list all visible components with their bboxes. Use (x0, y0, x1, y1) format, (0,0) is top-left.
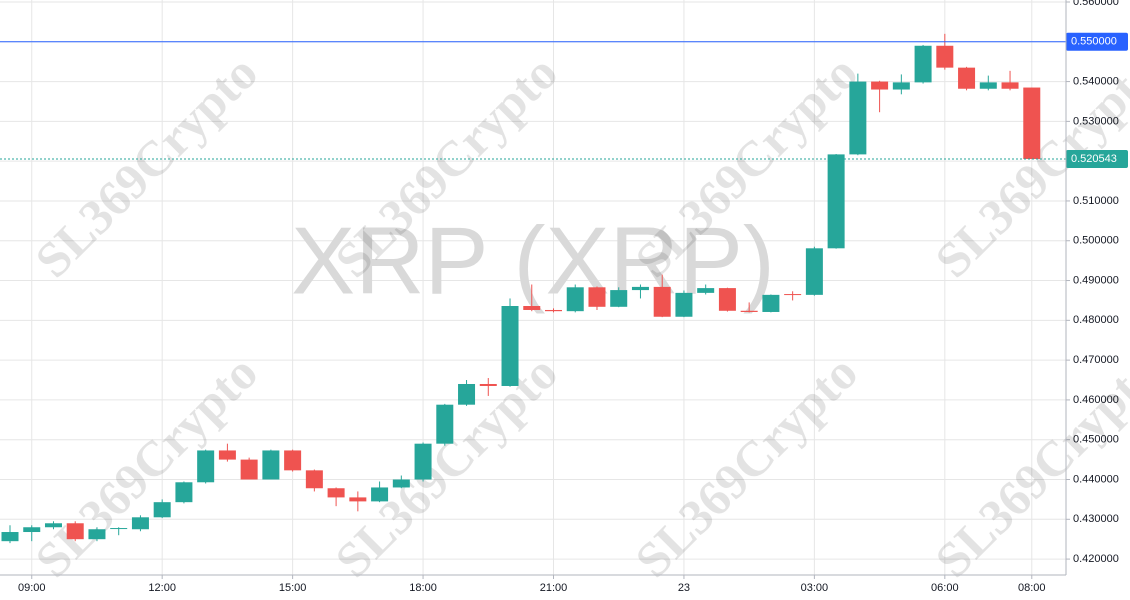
y-tick-label: 0.470000 (1073, 354, 1119, 366)
y-tick-label: 0.510000 (1073, 195, 1119, 207)
candle-body (805, 248, 823, 295)
candle-body (718, 288, 736, 311)
candle-body (566, 287, 584, 312)
candle-body (153, 502, 171, 518)
candle-body (936, 45, 954, 68)
y-tick-label: 0.560000 (1073, 0, 1119, 8)
y-tick-label: 0.480000 (1073, 314, 1119, 326)
candle-body (240, 459, 258, 480)
candle-body (305, 470, 323, 489)
candle-body (762, 294, 780, 312)
candle-body (349, 497, 367, 502)
x-tick-label: 21:00 (540, 582, 568, 594)
candle-body (88, 529, 106, 540)
candle-body (66, 523, 84, 540)
candle-body (458, 383, 476, 405)
y-tick-label: 0.500000 (1073, 235, 1119, 247)
x-tick-label: 08:00 (1018, 582, 1046, 594)
candle-body (175, 482, 193, 503)
candle-body (979, 82, 997, 89)
candle-body (1, 532, 19, 542)
candle-body (740, 310, 758, 312)
candle-body (110, 528, 128, 530)
overlay: 0.550000 0.520543 (0, 32, 1128, 168)
y-tick-label: 0.460000 (1073, 394, 1119, 406)
price-label-box (1066, 149, 1128, 168)
candle-body (697, 288, 715, 293)
x-tick-label: 03:00 (801, 582, 829, 594)
price-label-box (1066, 32, 1128, 51)
candle-body (284, 450, 302, 471)
y-tick-label: 0.490000 (1073, 274, 1119, 286)
candles (1, 33, 1041, 544)
candle-body (892, 82, 910, 90)
candle-body (1023, 87, 1041, 159)
candle-body (1001, 82, 1019, 89)
candle-body (958, 67, 976, 89)
symbol-watermark: XRP (XRP) (291, 207, 775, 314)
candle-body (218, 450, 236, 460)
candle-body (545, 309, 562, 312)
y-tick-label: 0.540000 (1073, 75, 1119, 87)
x-tick-label: 23 (678, 582, 690, 594)
candle-body (784, 294, 802, 296)
x-tick-label: 15:00 (279, 582, 307, 594)
candle-body (675, 292, 693, 317)
candle-body (631, 286, 649, 291)
candle-body (23, 527, 41, 533)
x-tick-label: 06:00 (931, 582, 959, 594)
y-tick-label: 0.430000 (1073, 513, 1119, 525)
candle-body (610, 290, 628, 307)
candle-body (914, 45, 932, 83)
candle-body (414, 443, 432, 480)
candle-body (327, 488, 345, 498)
price-label: 0.550000 (1071, 36, 1117, 48)
candle-body (501, 306, 519, 386)
candle-body (262, 450, 280, 480)
y-tick-label: 0.530000 (1073, 115, 1119, 127)
y-tick-label: 0.420000 (1073, 553, 1119, 565)
x-tick-label: 18:00 (409, 582, 437, 594)
candle-body (392, 479, 410, 488)
x-tick-label: 09:00 (18, 582, 46, 594)
candle-body (653, 286, 671, 317)
price-label: 0.520543 (1071, 153, 1117, 165)
y-tick-label: 0.440000 (1073, 473, 1119, 485)
x-tick-label: 12:00 (148, 582, 176, 594)
candle-body (523, 306, 541, 310)
candle-body (827, 154, 845, 249)
candle-body (479, 383, 497, 386)
candle-body (131, 517, 149, 530)
candle-body (197, 450, 215, 483)
candle-body (871, 81, 889, 90)
candle-body (436, 404, 454, 444)
y-tick-label: 0.450000 (1073, 434, 1119, 446)
candle-body (588, 287, 606, 307)
candle-body (44, 523, 62, 528)
candle-body (849, 81, 867, 155)
candle-body (371, 487, 389, 502)
